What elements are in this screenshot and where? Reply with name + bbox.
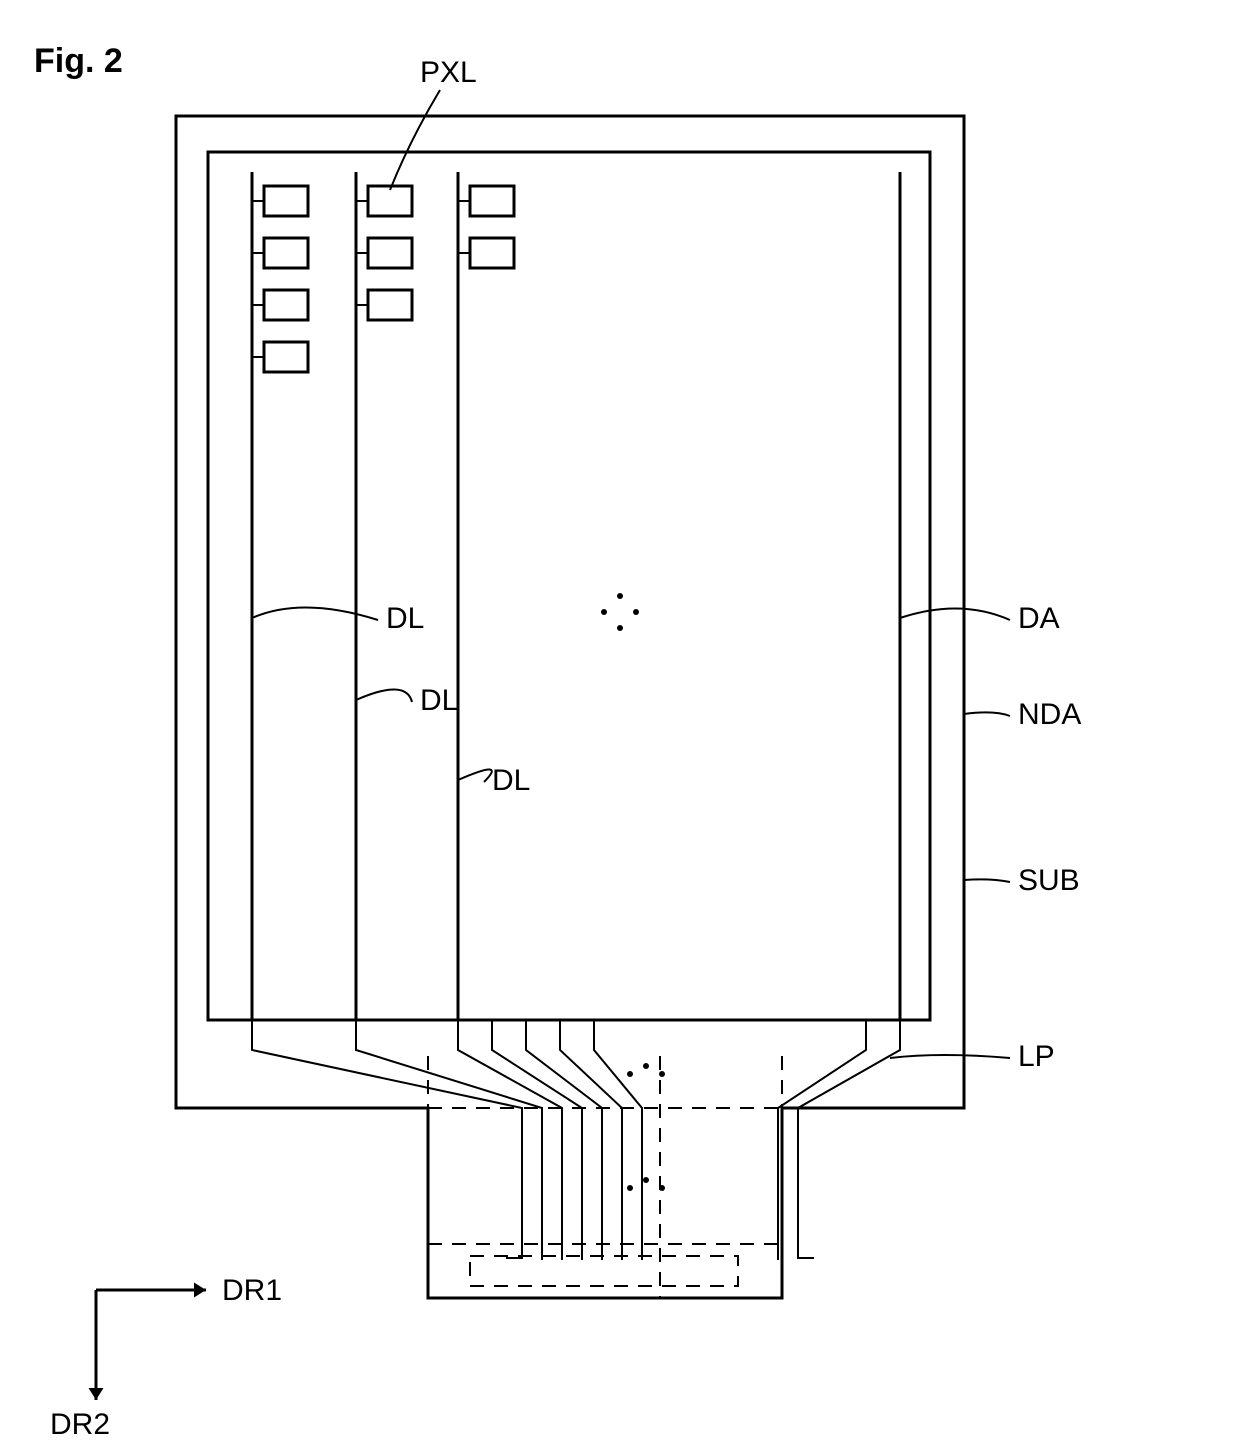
pixels (252, 186, 514, 372)
label-pxl: PXL (420, 56, 477, 89)
label-sub: SUB (1018, 864, 1080, 897)
leader-lines: DL DL DL DA NDA SUB LP PXL (252, 56, 1081, 1073)
substrate-outline (176, 116, 964, 1298)
display-area (208, 152, 930, 1020)
data-lines (252, 172, 900, 1020)
link-paths (252, 1020, 900, 1260)
link-path (458, 1020, 562, 1260)
pixel (264, 290, 308, 320)
label-dr2: DR2 (50, 1408, 110, 1441)
ellipsis-dots (601, 593, 639, 631)
pixel (264, 238, 308, 268)
figure-title: Fig. 2 (34, 42, 123, 81)
direction-axes: DR1 DR2 (50, 1274, 282, 1441)
figure-2-page: Fig. 2 DL DL DL DA NDA SUB LP PXL DR1 DR2 (0, 0, 1240, 1456)
label-dr1: DR1 (222, 1274, 282, 1307)
label-dl: DL (420, 684, 458, 717)
pixel (470, 186, 514, 216)
pixel (368, 186, 412, 216)
label-da: DA (1018, 602, 1060, 635)
link-path (356, 1020, 542, 1260)
pixel (368, 290, 412, 320)
label-lp: LP (1018, 1040, 1055, 1073)
diagram-svg: DL DL DL DA NDA SUB LP PXL DR1 DR2 (0, 0, 1240, 1456)
pixel (470, 238, 514, 268)
pixel (264, 342, 308, 372)
pixel (264, 186, 308, 216)
label-nda: NDA (1018, 698, 1081, 731)
pixel (368, 238, 412, 268)
label-dl: DL (386, 602, 424, 635)
label-dl: DL (492, 764, 530, 797)
